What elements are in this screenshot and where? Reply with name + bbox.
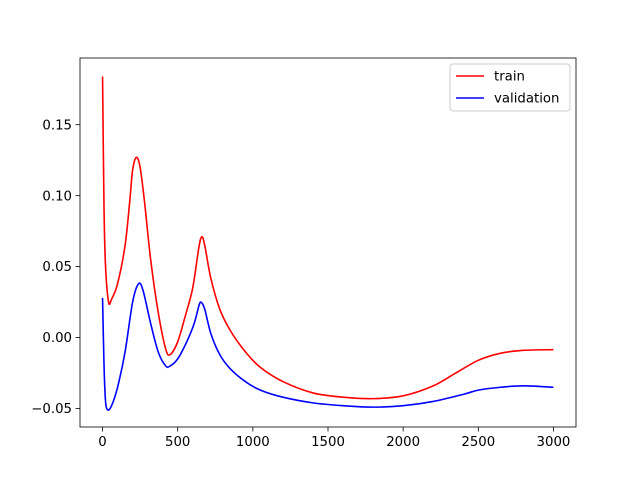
series-line-train: [101, 76, 554, 400]
y-tick-label: 0.00: [42, 331, 72, 346]
y-tick-label: 0.05: [42, 260, 72, 275]
x-tick-label: 2500: [461, 435, 495, 450]
y-tick-label: −0.05: [31, 402, 72, 417]
series-line-validation: [101, 282, 554, 411]
x-tick-label: 500: [165, 435, 190, 450]
plot-area: [80, 58, 576, 427]
x-axis: 0 500 1000 1500 2000 2500 3000: [98, 427, 570, 450]
x-tick-label: 1000: [236, 435, 270, 450]
y-tick-label: 0.15: [42, 118, 72, 133]
x-tick-label: 2000: [386, 435, 420, 450]
legend-label-train: train: [494, 70, 525, 85]
y-axis: −0.05 0.00 0.05 0.10 0.15: [31, 118, 80, 417]
y-tick-label: 0.10: [42, 189, 72, 204]
x-tick-label: 0: [98, 435, 106, 450]
series-layer: [101, 76, 554, 411]
legend: train validation: [449, 63, 571, 112]
x-tick-label: 3000: [537, 435, 571, 450]
x-tick-label: 1500: [311, 435, 345, 450]
legend-label-validation: validation: [494, 92, 559, 107]
